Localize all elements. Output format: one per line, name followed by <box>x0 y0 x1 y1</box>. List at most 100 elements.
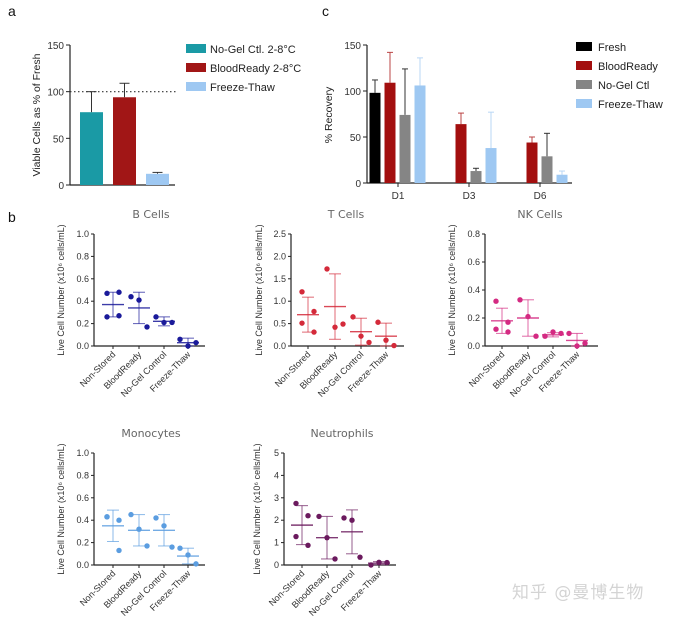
bar <box>80 112 103 185</box>
data-point <box>116 313 122 319</box>
y-tick-label: 0.0 <box>76 341 89 351</box>
chart-a: 0 50 100 150 Viable Cells as % of Fresh No-Ge… <box>31 41 301 192</box>
data-point <box>349 517 355 523</box>
x-tick-label: D3 <box>463 191 476 202</box>
x-tick-label: No-Gel Control <box>307 568 357 618</box>
chart-title: B Cells <box>132 208 170 221</box>
data-point <box>104 314 110 320</box>
data-point <box>332 324 338 330</box>
y-tick-label: 0.8 <box>76 251 89 261</box>
data-point <box>153 515 159 521</box>
y-tick-label: 0.4 <box>76 515 89 525</box>
bar <box>485 148 497 183</box>
y-tick-label: 0 <box>274 560 279 570</box>
data-point <box>161 319 167 326</box>
data-point <box>533 333 539 339</box>
y-axis-title: Live Cell Number (x10⁶ cells/mL) <box>56 224 66 355</box>
legend-label: BloodReady <box>598 61 658 73</box>
y-tick-label: 150 <box>47 41 64 52</box>
data-point <box>350 314 356 320</box>
y-tick-label: 2 <box>274 515 279 525</box>
bar <box>146 173 169 185</box>
bar <box>455 124 467 183</box>
data-point <box>193 561 199 567</box>
legend-label: Fresh <box>598 42 626 54</box>
data-point <box>332 556 338 562</box>
data-point <box>493 298 499 304</box>
data-point <box>358 333 364 339</box>
legend-label: Freeze-Thaw <box>598 99 663 111</box>
bar <box>470 171 482 183</box>
data-point <box>193 339 199 346</box>
bar <box>414 85 426 183</box>
data-point <box>558 330 564 337</box>
chart-layer: 0 50 100 150 Viable Cells as % of Fresh No-Ge… <box>31 41 663 618</box>
legend-swatch <box>576 61 592 70</box>
data-point <box>376 559 382 566</box>
y-tick-label: 100 <box>47 88 64 99</box>
data-point <box>324 534 330 541</box>
chart-title: Neutrophils <box>310 427 373 440</box>
chart-b-neutrophils: Neutrophils 0 1 2 3 4 5 Live Cell Number (x10⁶ … <box>252 427 396 618</box>
data-point <box>525 313 531 320</box>
watermark: 知乎 @曼博生物 <box>512 583 645 603</box>
chart-b-bcells: B Cells 0.0 0.2 0.4 0.6 0.8 1.0 Live Cell Numbe… <box>56 208 205 399</box>
data-point <box>169 319 175 326</box>
panel-label-a: a <box>8 3 16 19</box>
data-point <box>366 339 372 346</box>
data-point <box>185 552 191 558</box>
data-point <box>299 320 305 326</box>
data-point <box>493 326 499 332</box>
legend-swatch <box>186 82 206 91</box>
data-point <box>341 515 347 521</box>
bar <box>369 92 381 183</box>
x-tick-label: D1 <box>392 191 405 202</box>
x-tick-label: D6 <box>534 191 547 202</box>
chart-b-tcells: T Cells 0.0 0.5 1.0 1.5 2.0 2.5 Live Cell Numbe… <box>254 208 404 399</box>
data-point <box>153 314 159 320</box>
data-point <box>104 514 110 520</box>
panel-label-b: b <box>8 209 16 225</box>
chart-title: Monocytes <box>121 427 181 440</box>
bar <box>541 156 553 183</box>
data-point <box>582 340 588 346</box>
y-axis-title: Live Cell Number (x10⁶ cells/mL) <box>252 443 262 574</box>
bar <box>384 82 396 183</box>
data-point <box>574 343 580 349</box>
legend-swatch <box>186 44 206 53</box>
panel-label-c: c <box>322 3 329 19</box>
legend-swatch <box>576 80 592 89</box>
y-axis-title: Live Cell Number (x10⁶ cells/mL) <box>56 443 66 574</box>
data-point <box>505 329 511 335</box>
y-tick-label: 0.8 <box>467 229 480 239</box>
y-tick-label: 150 <box>344 41 361 52</box>
y-tick-label: 1 <box>274 538 279 548</box>
y-tick-label: 0.6 <box>76 274 89 284</box>
chart-b-nkcells: NK Cells 0.0 0.2 0.4 0.6 0.8 Live Cell Number … <box>447 208 598 399</box>
y-tick-label: 0.6 <box>467 257 480 267</box>
data-point <box>169 544 175 550</box>
data-point <box>136 526 142 532</box>
data-point <box>375 319 381 325</box>
data-point <box>357 554 363 560</box>
bar <box>399 114 411 183</box>
data-point <box>311 329 317 335</box>
legend-swatch <box>186 63 206 72</box>
data-point <box>566 330 572 337</box>
y-tick-label: 2.0 <box>273 251 286 261</box>
y-tick-label: 50 <box>53 134 65 145</box>
y-tick-label: 0.2 <box>467 313 480 323</box>
data-point <box>293 533 299 540</box>
chart-c: 0 50 100 150 % Recovery D1 D3 D6 Fresh BloodReady… <box>323 41 663 202</box>
data-point <box>384 559 390 566</box>
chart-b-monocytes: Monocytes 0.0 0.2 0.4 0.6 0.8 1.0 Live Cell Num… <box>56 427 205 618</box>
y-tick-label: 0.4 <box>467 285 480 295</box>
y-tick-label: 0.6 <box>76 493 89 503</box>
data-point <box>116 547 122 554</box>
data-point <box>104 290 110 297</box>
chart-title: T Cells <box>327 208 365 221</box>
y-tick-label: 3 <box>274 493 279 503</box>
y-axis-title: Viable Cells as % of Fresh <box>31 53 43 176</box>
data-point <box>383 337 389 343</box>
